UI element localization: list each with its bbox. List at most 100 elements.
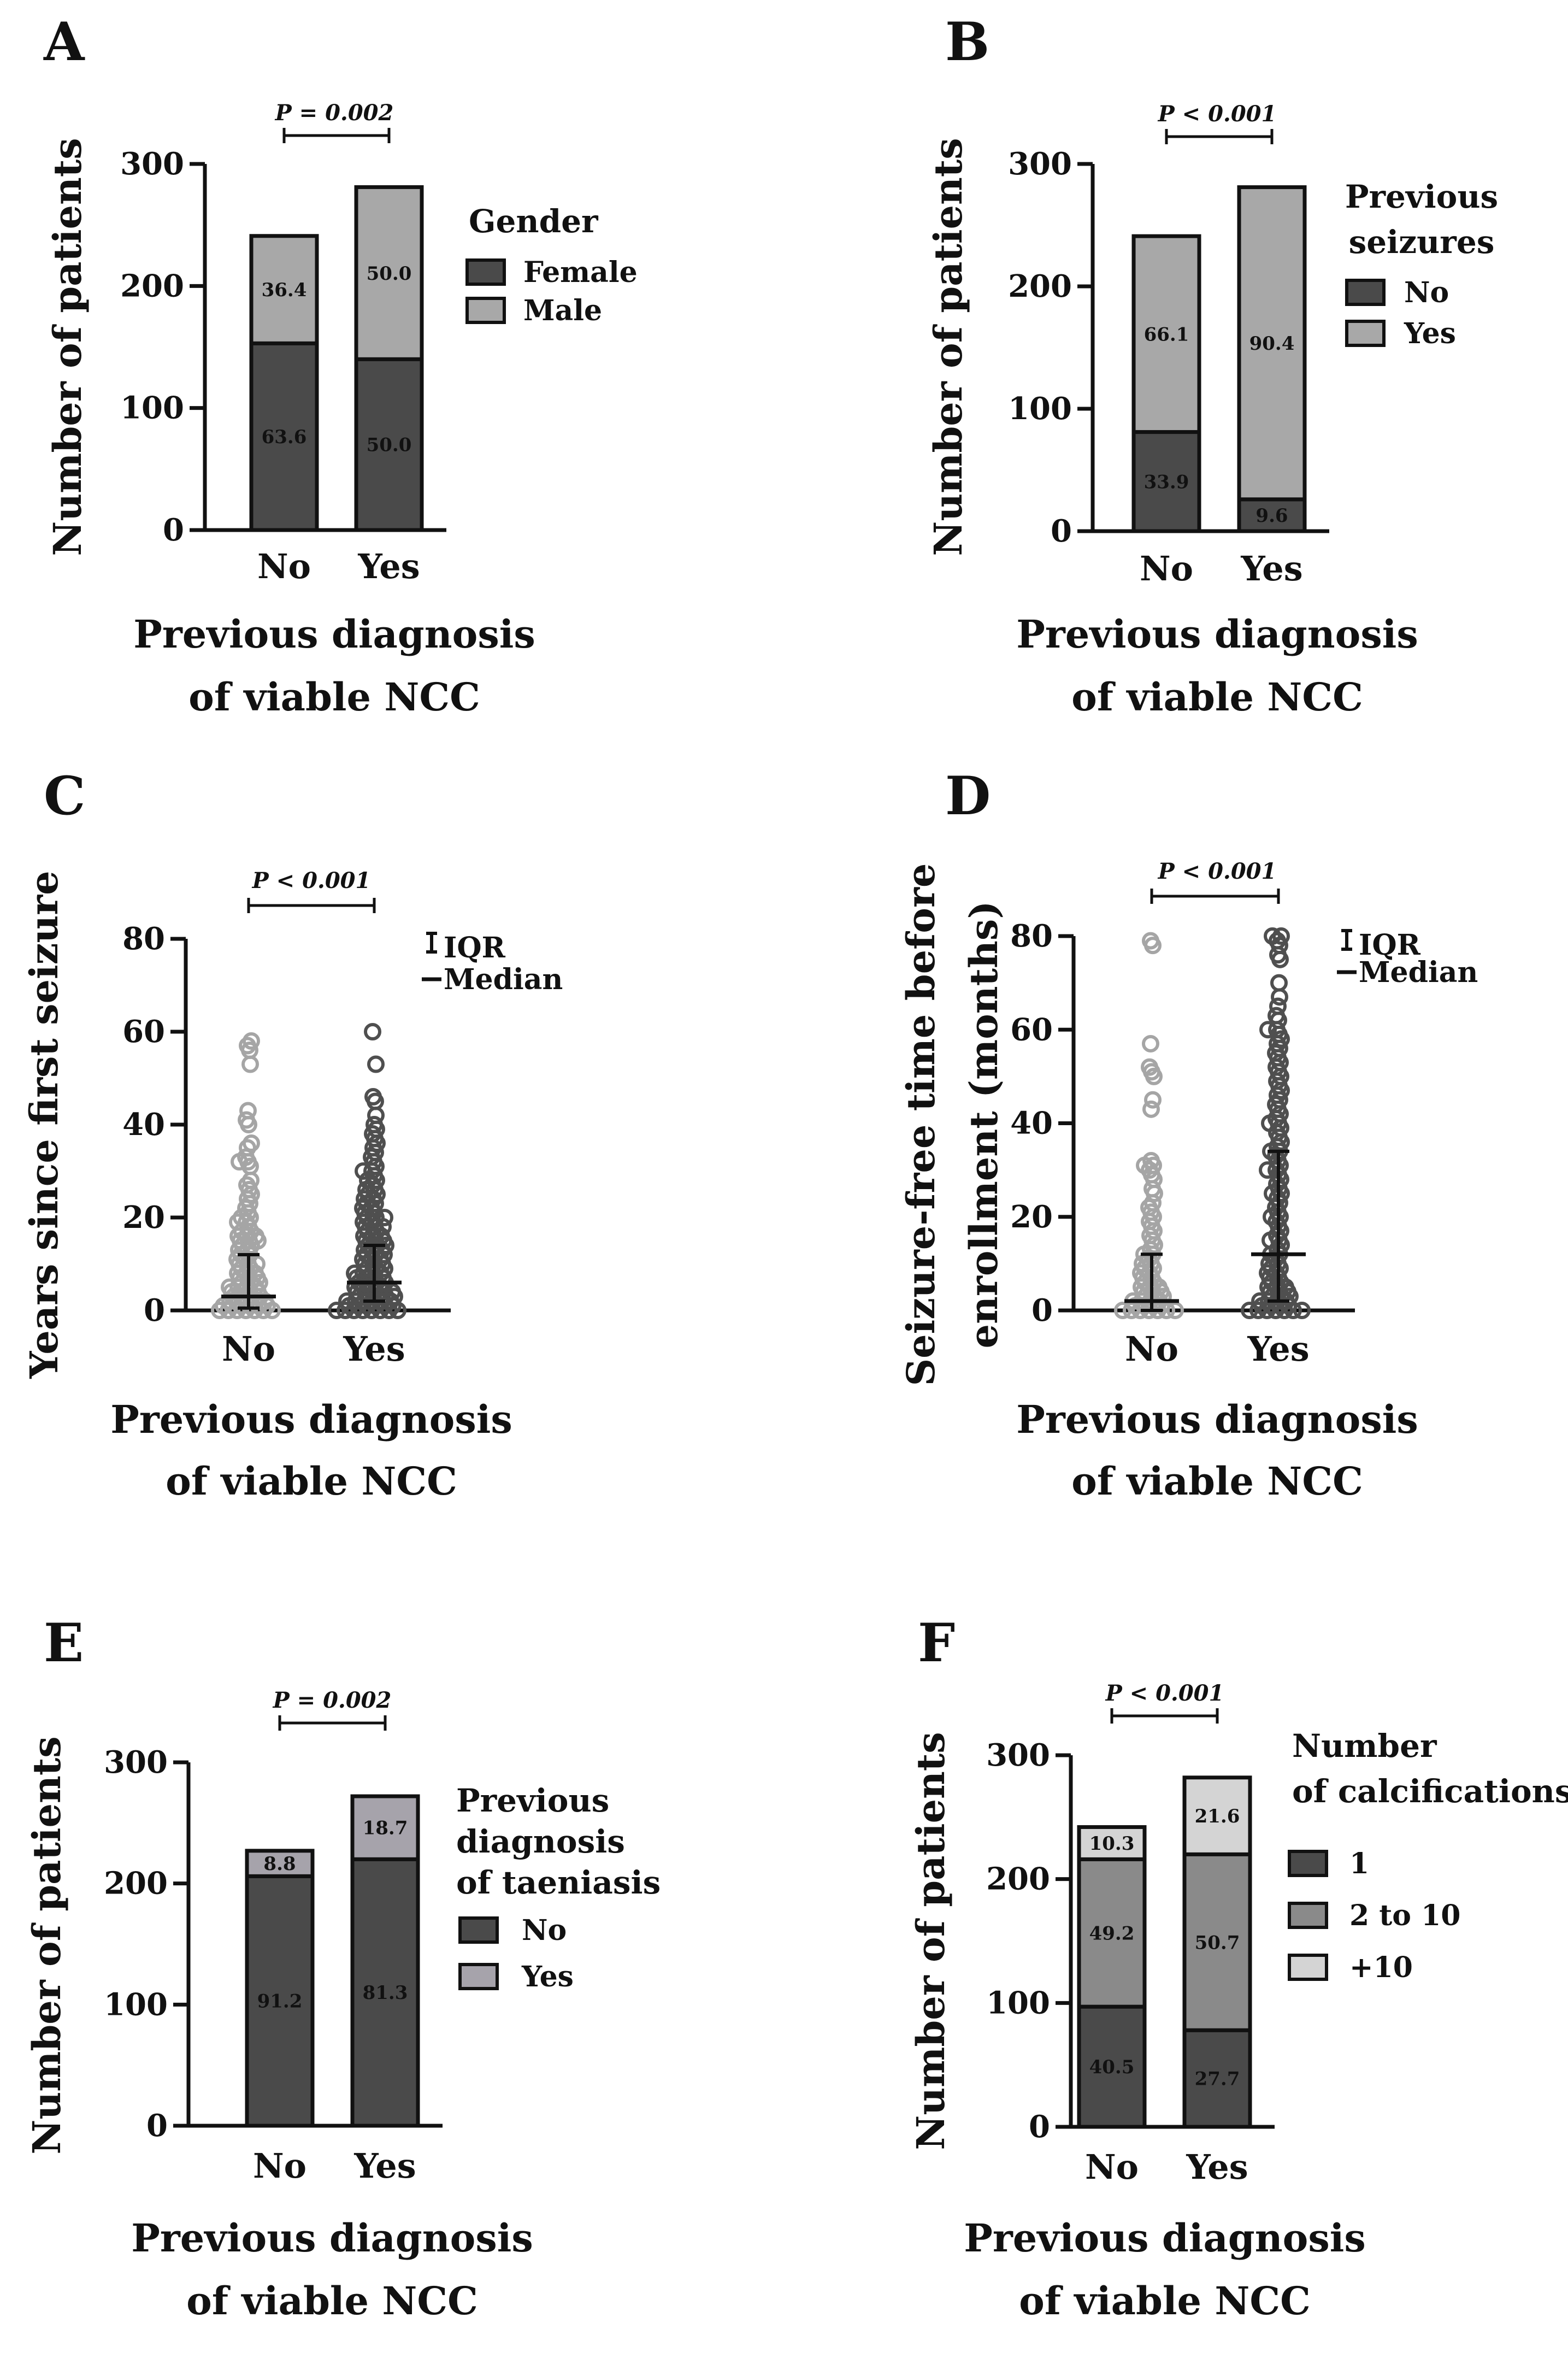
y-tick-label: 20 — [1010, 1199, 1053, 1235]
y-axis-title: Years since first seizure — [21, 871, 67, 1379]
scatter-point — [1258, 1302, 1276, 1319]
bar-value-label: 27.7 — [1195, 2068, 1240, 2090]
y-tick-label: 60 — [1010, 1011, 1053, 1048]
bar-value-label: 50.0 — [367, 263, 412, 285]
bar-segment — [1077, 1825, 1147, 1861]
scatter-point — [345, 1302, 363, 1319]
p-value-label: P < 0.001 — [1158, 858, 1277, 884]
y-axis: 0 100 200 300 — [120, 146, 446, 548]
legend-swatch — [1345, 279, 1386, 306]
y-tick-label: 80 — [1010, 918, 1053, 954]
x-category-label: No — [1085, 2147, 1139, 2187]
scatter-point — [1166, 1302, 1184, 1319]
legend-title: of calcifications — [1292, 1773, 1568, 1810]
bar-value-label: 10.3 — [1089, 1833, 1135, 1855]
x-axis-title: Previous diagnosis — [1016, 1397, 1418, 1442]
bar-segment — [1077, 1857, 1147, 2009]
panel-letter: D — [945, 765, 991, 827]
p-value-label: P < 0.001 — [252, 868, 371, 893]
scatter-point — [364, 1023, 381, 1040]
bar-segment — [350, 1857, 420, 2128]
x-axis-title: of viable NCC — [188, 674, 480, 720]
y-axis-title: Seizure-free time before — [898, 863, 944, 1386]
y-tick-label: 200 — [1008, 268, 1072, 304]
scatter-point — [1142, 1034, 1159, 1052]
scatter-point — [220, 1302, 237, 1319]
y-tick-label: 100 — [104, 1986, 168, 2022]
scatter-point — [211, 1302, 228, 1319]
scatter-point — [1276, 1302, 1293, 1319]
panel-a: A 0 100 200 300 No Yes Previous diagnosis of via… — [43, 11, 638, 720]
legend-label: No — [522, 1914, 567, 1947]
y-tick-label: 0 — [144, 1292, 165, 1328]
y-axis-title: Number of patients — [926, 138, 971, 556]
legend: Number of calcifications 1 2 to 10 +10 — [1288, 1727, 1568, 1984]
scatter-point — [1267, 1302, 1284, 1319]
p-value-label: P = 0.002 — [273, 1687, 392, 1713]
legend-label: Yes — [521, 1960, 574, 1993]
legend-label: Median — [444, 963, 563, 996]
x-category-label: Yes — [1240, 549, 1302, 589]
legend-title: Previous — [1345, 178, 1498, 215]
scatter-point — [372, 1302, 389, 1319]
scatter-point — [389, 1302, 406, 1319]
legend-title: Gender — [469, 203, 599, 240]
legend-label: Yes — [1404, 317, 1456, 350]
y-axis-title: Number of patients — [908, 1732, 953, 2150]
legend-label: Male — [523, 294, 602, 327]
legend-swatch — [458, 1963, 499, 1990]
y-tick-label: 60 — [122, 1014, 165, 1050]
bar-segment — [350, 1794, 420, 1861]
x-axis-title: of viable NCC — [1071, 674, 1363, 720]
bar-value-label: 50.7 — [1195, 1932, 1240, 1954]
y-tick-label: 0 — [163, 512, 184, 548]
scatter-point — [1144, 937, 1162, 955]
scatter-point — [1271, 950, 1289, 968]
legend-label: IQR — [444, 931, 506, 965]
panel-e: E 0 100 200 300 No Yes Previous diagnosis of via… — [24, 1612, 661, 2324]
scatter-point — [228, 1302, 246, 1319]
scatter-point — [1249, 1302, 1267, 1319]
scatter-point — [246, 1302, 263, 1319]
x-axis-title: Previous diagnosis — [110, 1397, 512, 1442]
bar-segment — [1237, 185, 1307, 502]
scatter-point — [1293, 1302, 1311, 1319]
pvalue-bracket — [278, 1715, 387, 1731]
legend: Previous seizures No Yes — [1345, 178, 1498, 350]
y-axis-title: enrollment (months) — [961, 901, 1006, 1349]
scatter-point — [1271, 988, 1288, 1006]
bar-value-label: 18.7 — [363, 1818, 408, 1839]
x-axis-title: Previous diagnosis — [131, 2215, 533, 2261]
x-axis-title: of viable NCC — [166, 1459, 457, 1504]
pvalue-bracket — [1165, 129, 1274, 144]
y-tick-label: 40 — [1010, 1105, 1053, 1142]
scatter-point — [363, 1302, 380, 1319]
y-tick-label: 20 — [122, 1199, 165, 1236]
pvalue-bracket — [247, 898, 376, 913]
legend-swatch — [465, 297, 506, 324]
bar-value-label: 63.6 — [262, 426, 307, 448]
y-tick-label: 300 — [104, 1744, 168, 1780]
legend-title: Previous — [456, 1782, 609, 1819]
x-axis-title: Previous diagnosis — [964, 2215, 1366, 2261]
y-tick-label: 200 — [120, 268, 184, 304]
y-tick-label: 100 — [986, 1985, 1050, 2021]
y-axis: 0 20 40 60 80 — [122, 921, 451, 1328]
scatter-point — [1145, 1067, 1163, 1085]
pvalue-bracket — [1110, 1708, 1219, 1724]
scatter-point — [1284, 1302, 1302, 1319]
scatter-point — [1123, 1302, 1140, 1319]
legend-swatch — [458, 1916, 499, 1944]
x-category-label: No — [1125, 1329, 1178, 1369]
x-category-label: Yes — [1247, 1329, 1309, 1369]
scatter-point — [1146, 1184, 1163, 1202]
legend-swatch — [1288, 1850, 1328, 1877]
scatter-point — [380, 1302, 398, 1319]
bar-segment — [1131, 234, 1201, 434]
panel-b: B 0 100 200 300 No Yes Previous diagnosis of via… — [926, 11, 1498, 720]
y-tick-label: 0 — [146, 2108, 168, 2144]
x-category-label: Yes — [353, 2146, 416, 2186]
y-tick-label: 100 — [120, 390, 184, 426]
